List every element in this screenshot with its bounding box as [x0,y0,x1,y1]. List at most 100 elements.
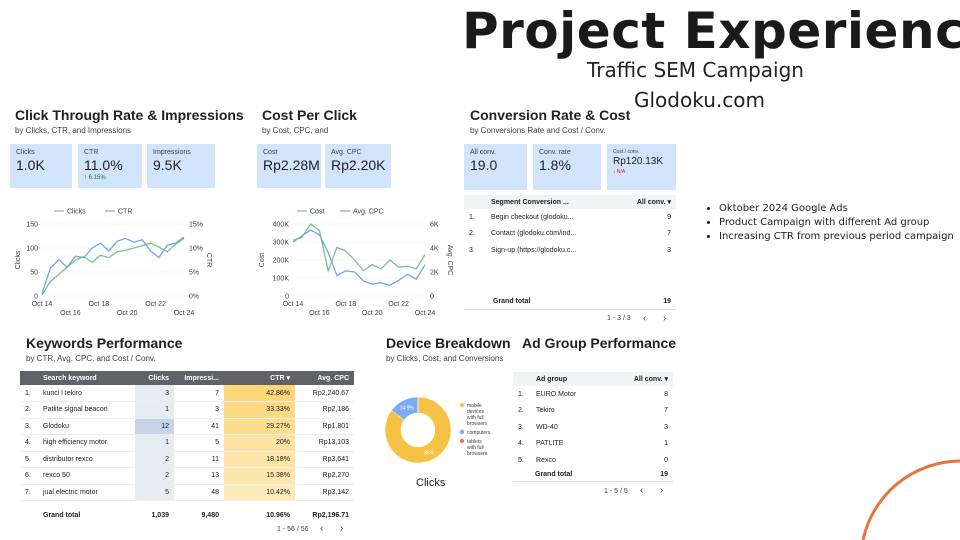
kpi-cost[interactable]: Cost Rp2.28M [257,144,321,188]
avg-cpc-cell: Rp3,641 [322,455,349,463]
y-left-tick-label: 0 [34,294,38,301]
kpi-value: 1.8% [539,157,571,173]
avg-cpc-cell: Rp13,103 [318,439,349,447]
table-row[interactable]: 1. Begin checkout (glodoku... 9 [464,209,676,226]
table-row[interactable]: 6. rexco 50 2 13 15.38% Rp2,270 [20,467,354,484]
y-right-axis-label: Avg. CPC [446,245,453,276]
next-page-icon[interactable]: › [663,313,667,324]
kpi-impressions[interactable]: Impressions 9.5K [147,144,215,188]
adgroup-section-title: Ad Group Performance [522,335,677,351]
next-page-icon[interactable]: › [660,485,664,496]
cost-per-click-chart[interactable]: 400K 300K 200K 100K 0 6K 4K 2K 0 Cost Avg. CPC Oct … [255,203,455,320]
table-row[interactable]: 2. Contact (glodoku.com/ind... 7 [464,226,676,243]
donut-slice[interactable] [384,396,452,464]
legend-label: Cost [310,209,324,216]
series-line-clicks[interactable] [41,237,185,296]
table-row[interactable]: 3. WD-40 3 [513,419,673,436]
total-avg-cpc: Rp2,196.71 [312,511,349,519]
y-left-tick-label: 100K [273,276,290,283]
table-row[interactable]: 1. EURO Motor 8 [513,386,673,403]
divider [513,481,673,482]
page-title: Project Experience [462,2,960,60]
legend-label: browsers [467,421,488,427]
cpc-section-subtitle: by Cost, CPC, and [262,126,329,135]
keywords-total-row: Grand total 1,039 9,480 10.96% Rp2,196.7… [20,507,354,524]
table-header-row: Ad group All conv. ▾ [513,372,673,386]
column-header-all-conv[interactable]: All conv. ▾ [636,199,671,206]
next-page-icon[interactable]: › [340,523,344,534]
bullet-item: Increasing CTR from previous period camp… [719,230,954,244]
table-row[interactable]: 3. Glodoku 12 41 29.27% Rp1,801 [20,418,354,435]
y-right-axis-label: CTR [205,253,212,267]
column-header-avg-cpc[interactable]: Avg. CPC [317,374,349,382]
table-row[interactable]: 7. jual electric motor 5 48 10.42% Rp3,142 [20,484,354,501]
y-right-tick-label: 0 [430,294,434,301]
total-ctr: 10.96% [266,511,290,519]
slice-label: 14.9% [400,406,415,412]
conv-value: 9 [667,213,671,221]
ctr-cell: 33.33% [224,401,295,418]
y-left-axis-label: Cost [259,253,266,267]
clicks-cell: 3 [135,385,174,402]
impressions-cell: 7 [215,389,219,397]
row-number: 1. [518,390,524,398]
impressions-cell: 48 [211,488,219,496]
x-tick-label: Oct 24 [174,310,195,317]
device-section-subtitle: by Clicks, Cost, and Conversions [386,354,504,363]
kpi-label: All conv. [470,149,496,156]
grand-total-value: 19 [660,471,668,478]
legend-label: mobile [467,403,482,409]
column-header-impressions[interactable]: Impressi... [184,374,219,382]
column-header-segment[interactable]: Segment Conversion ... [491,198,569,206]
table-row[interactable]: 2. Tekiro 7 [513,403,673,420]
kpi-all-conv[interactable]: All conv. 19.0 [464,144,527,190]
total-clicks: 1,039 [151,511,169,519]
table-row[interactable]: 2. Patlite signal beacon 1 3 33.33% Rp2,186 [20,401,354,418]
series-line-avg-cpc[interactable] [292,229,426,286]
kpi-avg-cpc[interactable]: Avg. CPC Rp2.20K [325,144,391,188]
table-row[interactable]: 3. Sign-up (https://glodoku.c... 3 [464,242,676,259]
prev-page-icon[interactable]: ‹ [320,523,324,534]
table-row[interactable]: 4. PATLITE 1 [513,436,673,453]
column-header-keyword[interactable]: Search keyword [43,374,97,382]
column-header-clicks[interactable]: Clicks [148,374,169,382]
y-left-tick-label: 150 [26,222,38,229]
legend-label: devices [467,409,484,415]
kpi-delta: ↓ N/A [613,169,626,175]
column-header-ad-group[interactable]: Ad group [536,375,568,383]
conv-value: 8 [664,390,668,398]
table-row[interactable]: 5. distributor rexco 2 11 18.18% Rp3,641 [20,451,354,468]
keyword-cell: jual electric motor [43,488,98,496]
conv-section-subtitle: by Conversions Rate and Cost / Conv. [470,126,606,135]
segment-name: Sign-up (https://glodoku.c... [491,246,577,254]
column-header-all-conv[interactable]: All conv. ▾ [633,376,668,383]
prev-page-icon[interactable]: ‹ [643,313,647,324]
ctr-section-subtitle: by Clicks, CTR, and Impressions [15,126,132,135]
kpi-value: Rp2.20K [331,157,386,173]
site-name: Glodoku.com [634,88,765,112]
table-row[interactable]: 5. Rexco 0 [513,452,673,469]
table-header-row: Search keyword Clicks Impressi... CTR ▾ … [20,371,354,385]
row-number: 6. [25,472,31,480]
kpi-ctr[interactable]: CTR 11.0% ↑ 6.15% [78,144,142,188]
row-number: 2. [469,230,475,238]
kpi-clicks[interactable]: Clicks 1.0K [10,144,72,188]
kpi-conv-rate[interactable]: Conv. rate 1.8% [533,144,601,190]
page-subtitle: Traffic SEM Campaign [587,58,804,82]
ctr-cell: 42.86% [224,385,295,402]
legend-label: Clicks [67,209,86,216]
column-header-ctr[interactable]: CTR ▾ [270,375,290,382]
grand-total-value: 19 [663,298,671,305]
table-row[interactable]: 4. high efficiency motor 1 5 20% Rp13,103 [20,434,354,451]
series-line-ctr[interactable] [41,236,185,294]
row-number: 1. [469,213,475,221]
kpi-label: Conv. rate [539,149,571,156]
ctr-impressions-chart[interactable]: 150 100 50 0 15% 10% 5% 0% Clicks CTR Oct 14 Oct 18… [10,203,220,320]
table-row[interactable]: 1. kunci l tekiro 3 7 42.86% Rp2,240.67 [20,385,354,402]
ad-group-name: WD-40 [536,423,558,431]
prev-page-icon[interactable]: ‹ [640,485,644,496]
series-line-cost[interactable] [292,223,426,274]
kpi-cost-per-conv[interactable]: Cost / conv. Rp120.13K ↓ N/A [607,144,676,190]
x-tick-label: Oct 18 [88,301,109,308]
